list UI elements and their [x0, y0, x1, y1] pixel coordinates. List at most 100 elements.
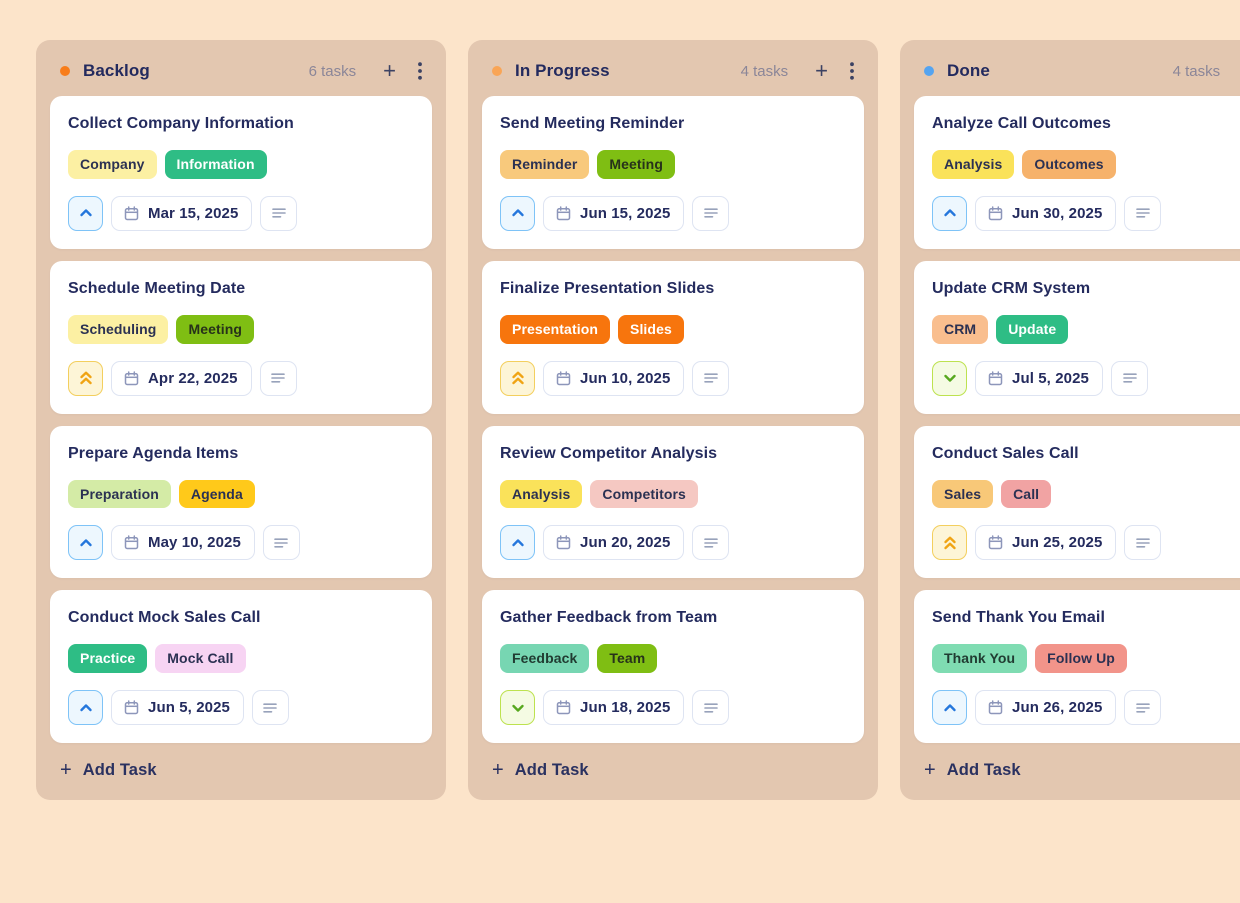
column-menu-button[interactable] — [850, 62, 854, 80]
due-date-chip[interactable]: Jun 5, 2025 — [111, 690, 244, 726]
task-card[interactable]: Conduct Mock Sales Call Practice Mock Cal… — [50, 590, 432, 744]
task-card[interactable]: Send Meeting Reminder Reminder Meeting — [482, 96, 864, 249]
description-lines-icon — [271, 373, 285, 383]
tag: Competitors — [590, 479, 698, 509]
description-button[interactable] — [692, 690, 730, 726]
due-date-chip[interactable]: Jun 30, 2025 — [975, 195, 1117, 231]
task-meta-row: Jun 26, 2025 — [932, 690, 1240, 726]
task-card[interactable]: Finalize Presentation Slides Presentatio… — [482, 260, 864, 414]
due-date-label: Jul 5, 2025 — [1012, 369, 1089, 387]
task-meta-row: Apr 22, 2025 — [68, 360, 414, 396]
tag: Follow Up — [1035, 644, 1127, 674]
due-date-chip[interactable]: Jun 25, 2025 — [975, 525, 1117, 561]
due-date-chip[interactable]: Jun 15, 2025 — [543, 195, 685, 231]
priority-button[interactable] — [932, 360, 967, 396]
add-task-button[interactable]: + Add Task — [36, 743, 181, 800]
task-card[interactable]: Conduct Sales Call Sales Call — [914, 425, 1240, 579]
task-meta-row: Jun 5, 2025 — [68, 690, 414, 726]
chevron-up-icon — [943, 703, 956, 711]
priority-button[interactable] — [68, 195, 103, 231]
due-date-chip[interactable]: Apr 22, 2025 — [111, 360, 252, 396]
tag: Outcomes — [1022, 150, 1116, 179]
task-meta-row: Jun 18, 2025 — [500, 690, 846, 726]
due-date-chip[interactable]: Jun 18, 2025 — [543, 690, 685, 726]
due-date-chip[interactable]: Jun 26, 2025 — [975, 690, 1117, 726]
calendar-icon — [987, 534, 1004, 551]
priority-button[interactable] — [500, 690, 535, 726]
chevron-up-icon — [79, 539, 92, 547]
column-task-count: 4 tasks — [740, 62, 789, 80]
due-date-chip[interactable]: May 10, 2025 — [111, 525, 255, 561]
card-list: Analyze Call Outcomes Analysis Outcomes — [900, 96, 1240, 744]
description-button[interactable] — [1111, 360, 1148, 396]
calendar-icon — [987, 699, 1004, 716]
description-button[interactable] — [1124, 195, 1162, 231]
kanban-column-backlog: Backlog 6 tasks + Collect Company Inform… — [36, 40, 446, 801]
column-add-task-icon-button[interactable]: + — [815, 60, 828, 82]
tag: Presentation — [500, 314, 610, 344]
column-add-task-icon-button[interactable]: + — [383, 60, 396, 82]
priority-button[interactable] — [500, 360, 535, 396]
task-card[interactable]: Collect Company Information Company Infor… — [50, 96, 432, 249]
description-button[interactable] — [251, 690, 289, 726]
description-lines-icon — [1136, 703, 1150, 713]
due-date-chip[interactable]: Jun 10, 2025 — [543, 360, 685, 396]
task-card[interactable]: Update CRM System CRM Update — [914, 260, 1240, 414]
description-button[interactable] — [259, 360, 297, 396]
description-lines-icon — [704, 208, 718, 218]
calendar-icon — [123, 534, 140, 551]
kanban-board: Backlog 6 tasks + Collect Company Inform… — [36, 40, 1240, 801]
tag-list: Thank You Follow Up — [932, 644, 1240, 674]
chevron-down-icon — [511, 704, 524, 712]
task-card[interactable]: Analyze Call Outcomes Analysis Outcomes — [914, 96, 1240, 249]
chevron-up-icon — [511, 539, 524, 547]
task-card[interactable]: Gather Feedback from Team Feedback Team — [482, 590, 864, 744]
priority-button[interactable] — [68, 690, 103, 726]
add-task-button[interactable]: + Add Task — [468, 743, 613, 800]
tag: Mock Call — [155, 644, 246, 674]
description-button[interactable] — [1124, 525, 1162, 561]
priority-button[interactable] — [68, 360, 103, 396]
column-title: Done — [947, 61, 990, 80]
add-task-button[interactable]: + Add Task — [900, 743, 1045, 800]
priority-button[interactable] — [932, 690, 967, 726]
task-card[interactable]: Review Competitor Analysis Analysis Compe… — [482, 425, 864, 579]
priority-button[interactable] — [932, 195, 967, 231]
column-title: In Progress — [515, 61, 610, 80]
task-title: Gather Feedback from Team — [500, 609, 718, 627]
calendar-icon — [123, 205, 140, 222]
task-title: Send Meeting Reminder — [500, 115, 685, 132]
column-task-count: 4 tasks — [1172, 62, 1221, 80]
description-button[interactable] — [262, 525, 300, 561]
tag-list: Scheduling Meeting — [68, 314, 414, 344]
tag: Company — [68, 150, 157, 179]
priority-button[interactable] — [68, 525, 103, 561]
due-date-chip[interactable]: Jul 5, 2025 — [975, 360, 1103, 396]
due-date-chip[interactable]: Jun 20, 2025 — [543, 525, 685, 561]
tag: Agenda — [178, 479, 255, 509]
description-button[interactable] — [260, 195, 298, 231]
due-date-chip[interactable]: Mar 15, 2025 — [111, 195, 253, 231]
task-title: Conduct Sales Call — [932, 444, 1079, 462]
priority-button[interactable] — [500, 195, 535, 231]
task-card[interactable]: Prepare Agenda Items Preparation Agenda — [50, 425, 432, 579]
tag-list: Reminder Meeting — [500, 150, 846, 179]
task-title: Collect Company Information — [68, 115, 294, 132]
description-button[interactable] — [692, 195, 730, 231]
description-button[interactable] — [1124, 690, 1162, 726]
description-lines-icon — [274, 538, 289, 548]
task-card[interactable]: Send Thank You Email Thank You Follow Up — [914, 590, 1240, 744]
task-card[interactable]: Schedule Meeting Date Scheduling Meeting — [50, 260, 432, 414]
plus-icon: + — [60, 759, 72, 782]
task-title: Finalize Presentation Slides — [500, 279, 715, 297]
column-menu-button[interactable] — [418, 62, 422, 80]
description-button[interactable] — [692, 525, 730, 561]
priority-button[interactable] — [932, 525, 967, 561]
column-title: Backlog — [83, 61, 150, 80]
calendar-icon — [987, 205, 1004, 222]
due-date-label: May 10, 2025 — [148, 534, 241, 552]
tag: Analysis — [500, 479, 583, 509]
description-button[interactable] — [692, 360, 730, 396]
tag: Reminder — [500, 150, 590, 179]
priority-button[interactable] — [500, 525, 535, 561]
